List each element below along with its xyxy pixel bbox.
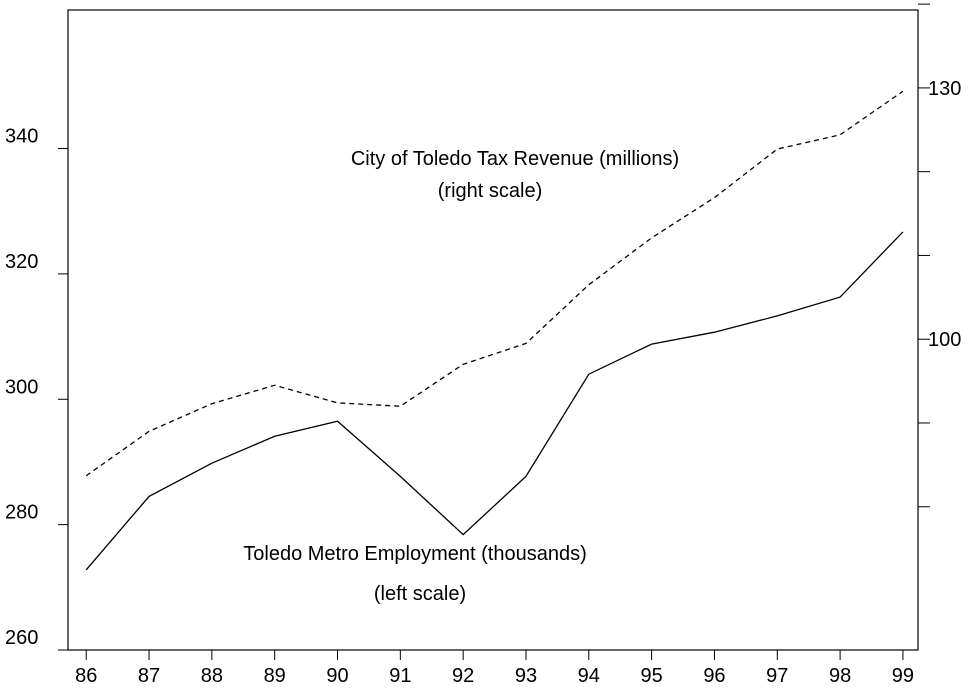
x-tick-label: 86 [75,665,97,687]
x-tick-label: 99 [892,665,914,687]
y2-tick-label: 100 [928,329,961,351]
x-tick-label: 96 [703,665,725,687]
y-tick-label: 300 [5,376,38,398]
x-tick-label: 89 [264,665,286,687]
x-tick-label: 97 [766,665,788,687]
x-tick-label: 92 [452,665,474,687]
x-tick-label: 98 [829,665,851,687]
annotation: (left scale) [374,583,466,605]
y-tick-label: 260 [5,627,38,649]
x-tick-label: 93 [515,665,537,687]
series-line [85,231,904,571]
x-tick-label: 90 [326,665,348,687]
x-tick-label: 88 [201,665,223,687]
y-tick-label: 280 [5,502,38,524]
annotation: City of Toledo Tax Revenue (millions) [351,148,679,170]
series-line [85,90,904,477]
x-tick-label: 94 [578,665,600,687]
x-tick-label: 87 [138,665,160,687]
y-tick-label: 320 [5,251,38,273]
x-tick-label: 95 [641,665,663,687]
y2-tick-label: 130 [928,78,961,100]
y-tick-label: 340 [5,126,38,148]
plot-frame [67,9,919,651]
annotation: (right scale) [438,180,542,202]
annotation: Toledo Metro Employment (thousands) [243,543,587,565]
x-tick-label: 91 [389,665,411,687]
